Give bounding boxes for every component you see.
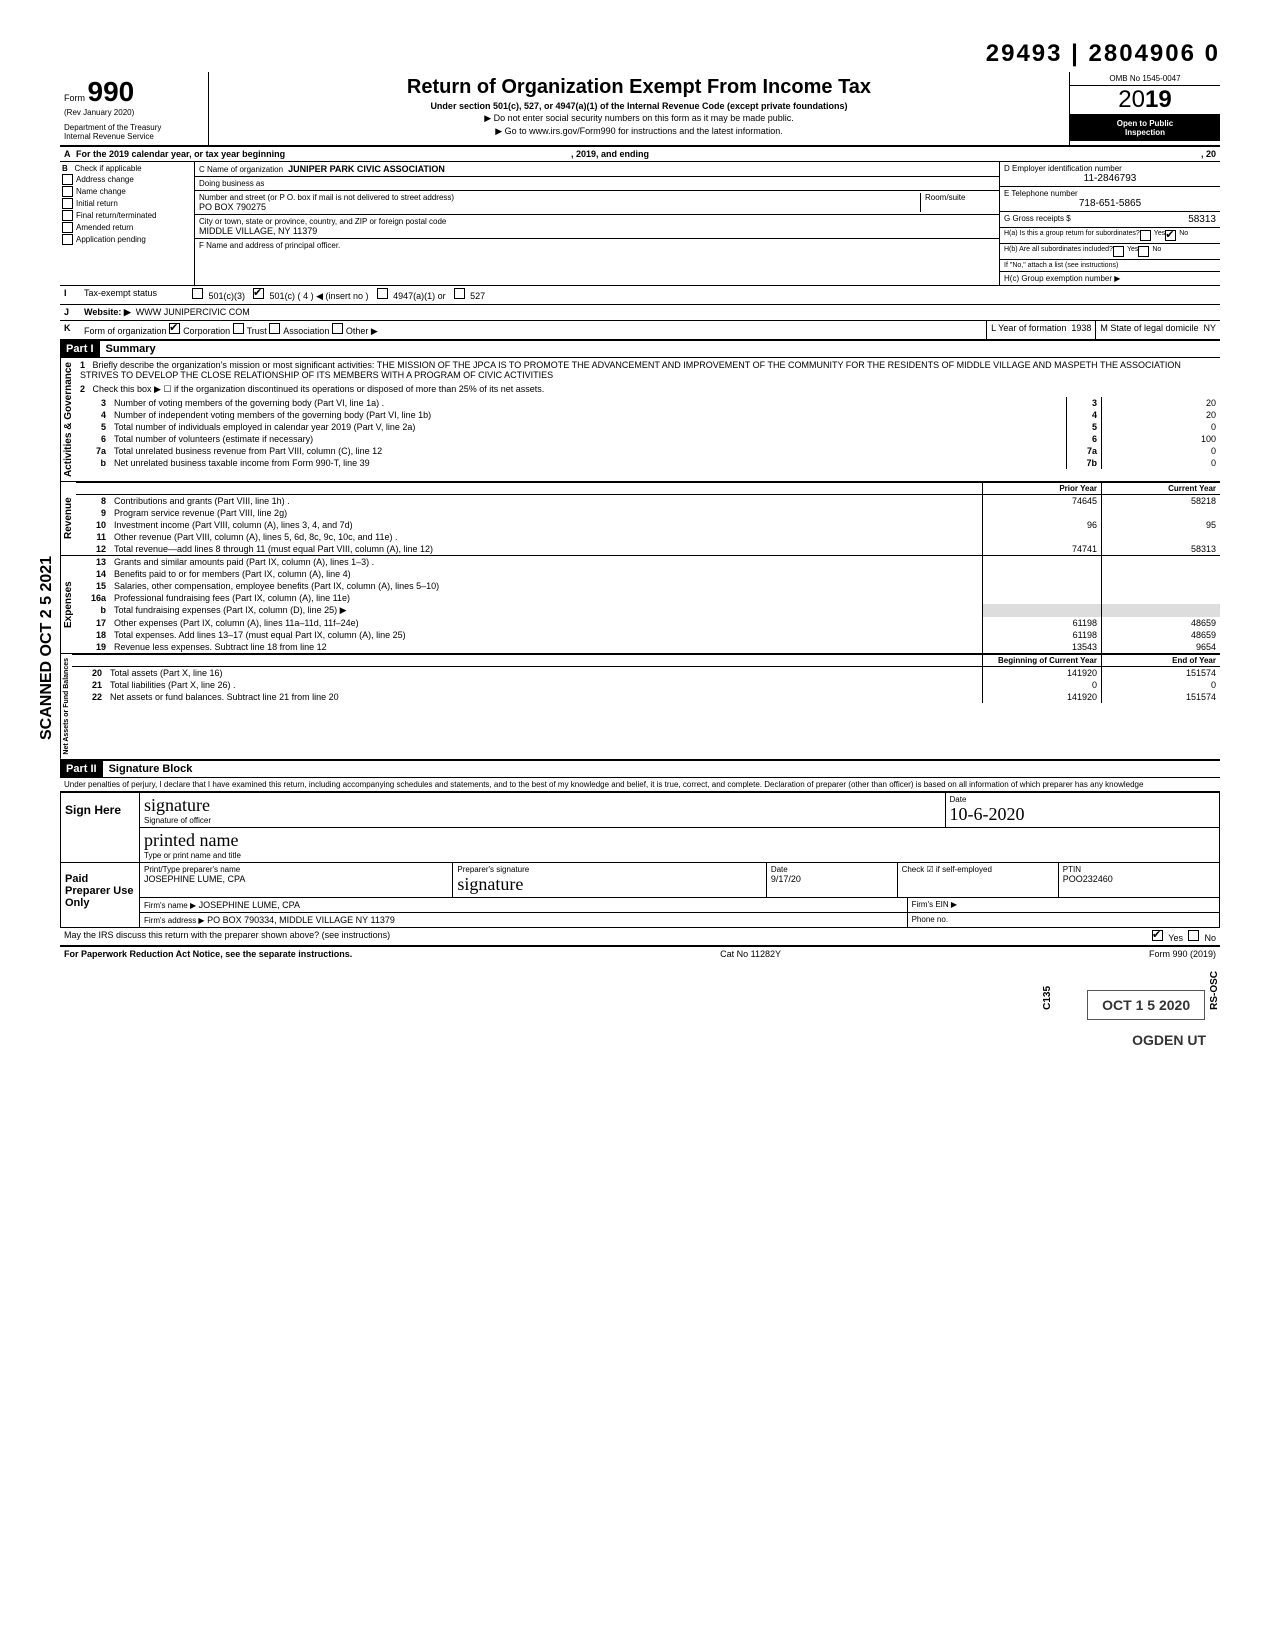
name-change-checkbox[interactable] <box>62 186 73 197</box>
preparer-signature: signature <box>457 874 761 895</box>
501c-checkbox[interactable] <box>253 288 264 299</box>
officer-name: printed name <box>144 830 1215 851</box>
form-header: Form 990 (Rev January 2020) Department o… <box>60 72 1220 147</box>
netassets-section: Net Assets or Fund Balances Beginning of… <box>60 654 1220 760</box>
sign-here-section: Sign Here signature Signature of officer… <box>60 792 1220 863</box>
corp-checkbox[interactable] <box>169 323 180 334</box>
section-b: B Check if applicable Address change Nam… <box>60 162 1220 286</box>
hb-no-checkbox[interactable] <box>1138 246 1149 257</box>
omb: OMB No 1545-0047 <box>1070 72 1220 86</box>
stamp-area: C135 OCT 1 5 2020 RS-OSC OGDEN UT <box>60 971 1220 1054</box>
irs-discuss-row: May the IRS discuss this return with the… <box>60 928 1220 946</box>
part2-header: Part II Signature Block <box>60 760 1220 778</box>
footer: For Paperwork Reduction Act Notice, see … <box>60 946 1220 961</box>
year: 20201919 <box>1070 86 1220 115</box>
amended-return-checkbox[interactable] <box>62 222 73 233</box>
trust-checkbox[interactable] <box>233 323 244 334</box>
inspection: Open to Public Inspection <box>1070 115 1220 141</box>
scanned-stamp: SCANNED OCT 2 5 2021 <box>38 556 56 740</box>
row-a: A For the 2019 calendar year, or tax yea… <box>60 147 1220 162</box>
application-pending-checkbox[interactable] <box>62 234 73 245</box>
527-checkbox[interactable] <box>454 288 465 299</box>
dept2: Internal Revenue Service <box>64 132 204 141</box>
part1-header: Part I Summary <box>60 340 1220 358</box>
other-checkbox[interactable] <box>332 323 343 334</box>
initial-return-checkbox[interactable] <box>62 198 73 209</box>
form-note2: ▶ Go to www.irs.gov/Form990 for instruct… <box>219 126 1059 137</box>
row-k: K Form of organization Corporation Trust… <box>60 321 1220 340</box>
sign-date: 10-6-2020 <box>950 804 1216 825</box>
discuss-no-checkbox[interactable] <box>1188 930 1199 941</box>
dept1: Department of the Treasury <box>64 123 204 132</box>
expenses-section: Expenses 13Grants and similar amounts pa… <box>60 556 1220 654</box>
governance-section: Activities & Governance 1 Briefly descri… <box>60 358 1220 482</box>
penalties-text: Under penalties of perjury, I declare th… <box>60 778 1220 792</box>
top-number: 29493 | 2804906 0 <box>60 40 1220 68</box>
addr-change-checkbox[interactable] <box>62 174 73 185</box>
row-i: I Tax-exempt status 501(c)(3) 501(c) ( 4… <box>60 286 1220 305</box>
discuss-yes-checkbox[interactable] <box>1152 930 1163 941</box>
4947-checkbox[interactable] <box>377 288 388 299</box>
assoc-checkbox[interactable] <box>269 323 280 334</box>
form-title: Return of Organization Exempt From Incom… <box>219 76 1059 99</box>
form-number: 990 <box>88 76 135 107</box>
hb-yes-checkbox[interactable] <box>1113 246 1124 257</box>
officer-signature: signature <box>144 795 941 816</box>
preparer-section: Paid Preparer Use Only Print/Type prepar… <box>60 863 1220 928</box>
501c3-checkbox[interactable] <box>192 288 203 299</box>
form-note1: ▶ Do not enter social security numbers o… <box>219 113 1059 124</box>
ha-no-checkbox[interactable] <box>1165 230 1176 241</box>
rev: (Rev January 2020) <box>64 108 204 117</box>
ha-yes-checkbox[interactable] <box>1140 230 1151 241</box>
form-subtitle: Under section 501(c), 527, or 4947(a)(1)… <box>219 101 1059 111</box>
row-j: J Website: ▶ WWW JUNIPERCIVIC COM <box>60 305 1220 321</box>
form-label: Form <box>64 93 85 103</box>
final-return-checkbox[interactable] <box>62 210 73 221</box>
revenue-section: Revenue Prior YearCurrent Year 8Contribu… <box>60 482 1220 556</box>
form-990: Form 990 <box>64 76 204 108</box>
